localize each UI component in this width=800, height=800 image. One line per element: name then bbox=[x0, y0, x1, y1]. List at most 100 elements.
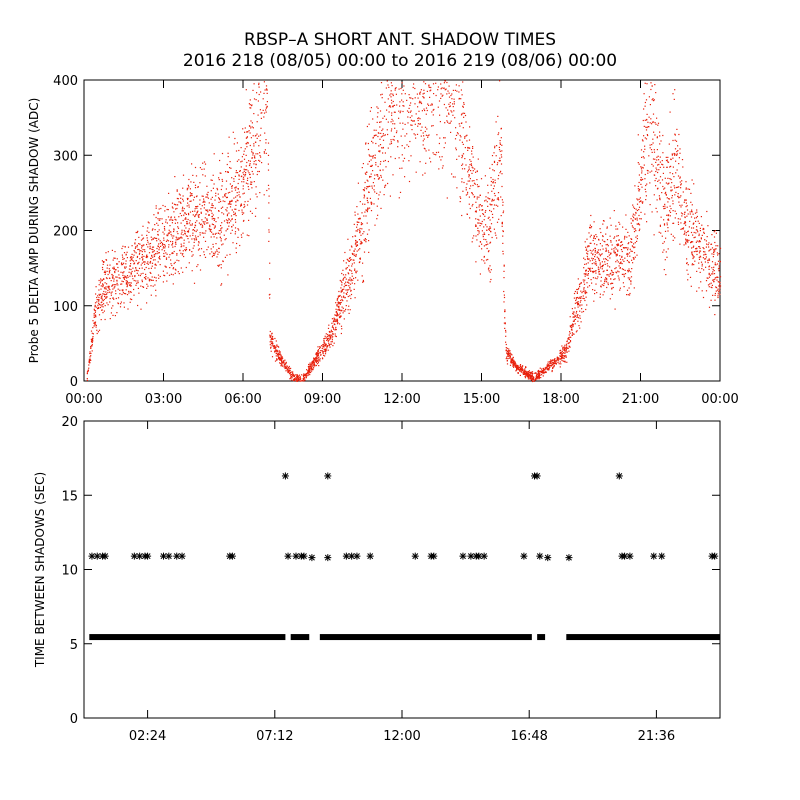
top-data-point bbox=[369, 207, 371, 209]
top-data-point bbox=[326, 347, 328, 349]
top-data-point bbox=[681, 159, 684, 161]
top-data-point bbox=[553, 359, 555, 361]
top-data-point bbox=[499, 80, 501, 82]
top-data-point bbox=[488, 228, 490, 230]
top-data-point bbox=[665, 194, 667, 196]
top-data-point bbox=[652, 142, 654, 144]
top-data-point bbox=[656, 117, 658, 119]
top-data-point bbox=[471, 192, 473, 194]
top-data-point bbox=[495, 204, 497, 206]
top-data-point bbox=[275, 355, 277, 357]
top-data-point bbox=[147, 221, 149, 223]
top-data-point bbox=[597, 266, 599, 268]
top-data-point bbox=[647, 134, 649, 137]
top-data-point bbox=[326, 339, 329, 341]
top-data-point bbox=[193, 282, 196, 284]
top-data-point bbox=[172, 219, 174, 221]
top-data-point bbox=[318, 365, 320, 367]
top-data-point bbox=[493, 208, 495, 210]
top-data-point bbox=[401, 154, 403, 156]
top-data-point bbox=[165, 258, 168, 260]
top-data-point bbox=[354, 248, 356, 250]
top-data-point bbox=[365, 239, 367, 241]
top-data-point bbox=[397, 140, 399, 142]
top-data-point bbox=[266, 88, 268, 91]
top-data-point bbox=[507, 355, 509, 357]
top-data-point bbox=[379, 126, 381, 128]
top-data-point bbox=[690, 241, 692, 243]
top-data-point bbox=[670, 178, 672, 181]
top-data-point bbox=[352, 259, 354, 261]
top-data-point bbox=[245, 172, 247, 174]
top-data-point bbox=[472, 156, 474, 158]
top-data-point bbox=[121, 264, 123, 266]
top-data-point bbox=[563, 356, 566, 358]
top-data-point bbox=[371, 165, 373, 167]
top-data-point bbox=[450, 110, 452, 112]
top-data-point bbox=[707, 244, 709, 246]
top-data-point bbox=[598, 270, 600, 273]
top-data-point bbox=[137, 230, 139, 232]
top-data-point bbox=[601, 239, 604, 241]
top-data-point bbox=[633, 216, 635, 219]
top-data-point bbox=[271, 341, 274, 343]
top-data-point bbox=[703, 251, 705, 253]
top-data-point bbox=[104, 271, 106, 273]
top-data-point bbox=[567, 347, 569, 350]
top-data-point bbox=[377, 135, 379, 138]
top-data-point bbox=[100, 293, 102, 295]
top-data-point bbox=[573, 311, 575, 313]
top-data-point bbox=[336, 313, 338, 315]
top-data-point bbox=[669, 210, 671, 212]
top-data-point bbox=[125, 260, 127, 262]
top-data-point bbox=[483, 238, 485, 240]
top-data-point bbox=[308, 363, 310, 366]
top-data-point bbox=[125, 253, 127, 255]
top-data-point bbox=[700, 216, 702, 218]
top-data-point bbox=[524, 368, 526, 370]
top-data-point bbox=[421, 110, 423, 112]
top-data-point bbox=[705, 258, 707, 260]
top-data-point bbox=[93, 308, 95, 310]
top-data-point bbox=[630, 241, 632, 243]
top-data-point bbox=[680, 187, 682, 189]
top-data-point bbox=[651, 211, 653, 213]
top-data-point bbox=[513, 364, 515, 366]
top-data-point bbox=[611, 248, 613, 250]
top-data-point bbox=[656, 169, 658, 171]
top-data-point bbox=[548, 364, 550, 366]
top-data-point bbox=[676, 151, 678, 153]
top-data-point bbox=[354, 269, 356, 271]
top-data-point bbox=[600, 254, 602, 256]
top-data-point bbox=[119, 306, 122, 308]
top-data-point bbox=[363, 189, 365, 191]
top-data-point bbox=[163, 226, 166, 228]
top-data-point bbox=[689, 211, 691, 213]
top-data-point bbox=[466, 134, 468, 136]
top-data-point bbox=[123, 258, 125, 260]
top-data-point bbox=[588, 258, 590, 260]
top-data-point bbox=[202, 201, 204, 203]
top-data-point bbox=[556, 356, 558, 358]
top-data-point bbox=[212, 207, 214, 209]
top-data-point bbox=[710, 248, 712, 250]
top-data-point bbox=[279, 356, 281, 358]
top-data-point bbox=[275, 349, 277, 352]
top-data-point bbox=[249, 183, 252, 185]
top-data-point bbox=[705, 290, 708, 292]
top-data-point bbox=[717, 296, 719, 299]
top-x-tick-label: 15:00 bbox=[463, 392, 500, 407]
top-data-point bbox=[712, 273, 714, 275]
top-data-point bbox=[126, 281, 128, 283]
top-data-point bbox=[541, 368, 543, 370]
top-data-point bbox=[235, 187, 237, 189]
top-data-point bbox=[206, 249, 208, 251]
top-data-point bbox=[214, 207, 216, 209]
top-data-point bbox=[170, 231, 172, 233]
top-data-point bbox=[490, 210, 492, 213]
top-data-point bbox=[126, 277, 128, 279]
top-data-point bbox=[374, 174, 376, 176]
top-data-point bbox=[653, 99, 655, 101]
top-data-point bbox=[233, 197, 235, 199]
top-data-point bbox=[652, 158, 655, 160]
